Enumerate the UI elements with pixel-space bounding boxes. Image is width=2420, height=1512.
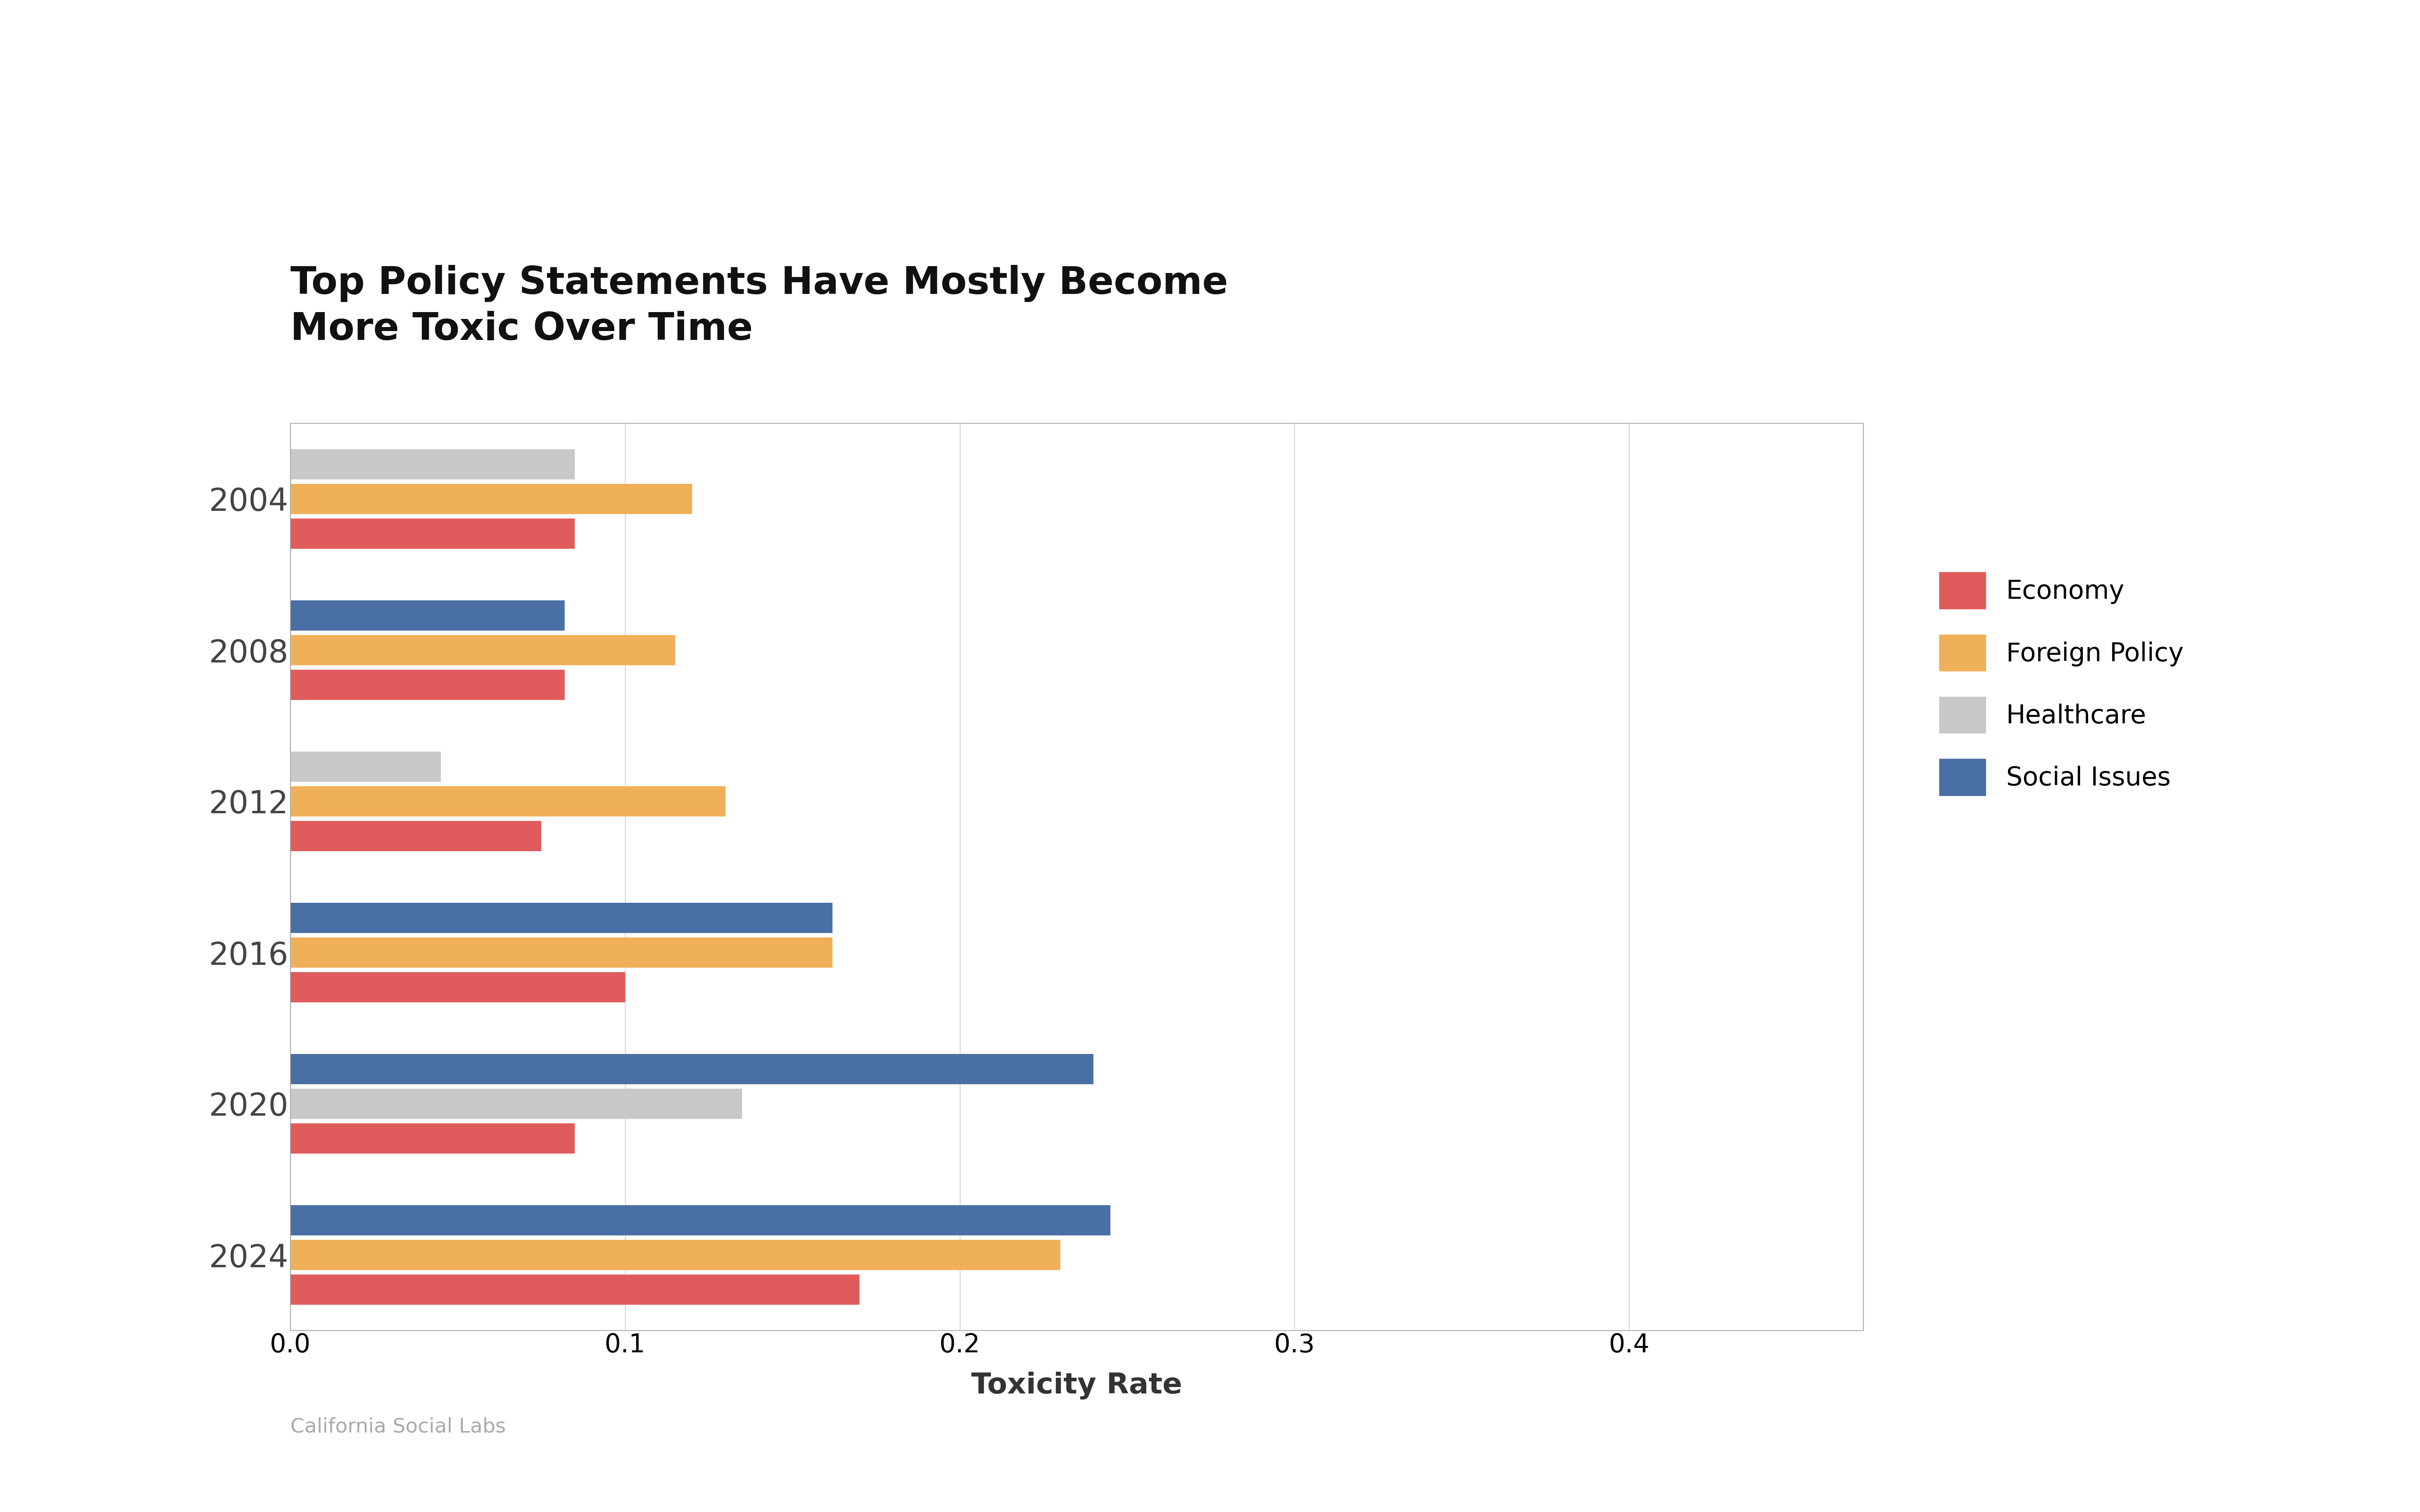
Bar bbox=[290, 670, 564, 700]
Bar bbox=[290, 600, 564, 631]
Legend: Economy, Foreign Policy, Healthcare, Social Issues: Economy, Foreign Policy, Healthcare, Soc… bbox=[1938, 573, 2183, 795]
Bar bbox=[290, 937, 832, 968]
Bar bbox=[290, 635, 675, 665]
Text: California Social Labs: California Social Labs bbox=[290, 1417, 506, 1436]
Bar bbox=[290, 821, 542, 851]
Text: Top Policy Statements Have Mostly Become
More Toxic Over Time: Top Policy Statements Have Mostly Become… bbox=[290, 265, 1227, 348]
Bar bbox=[290, 1089, 743, 1119]
Bar bbox=[290, 449, 576, 479]
Bar bbox=[290, 786, 726, 816]
Bar bbox=[290, 519, 576, 549]
X-axis label: Toxicity Rate: Toxicity Rate bbox=[970, 1371, 1183, 1399]
Bar bbox=[290, 1205, 1111, 1235]
Bar bbox=[290, 903, 832, 933]
Bar bbox=[290, 1240, 1060, 1270]
Bar bbox=[290, 1275, 859, 1305]
Bar bbox=[290, 1123, 576, 1154]
Bar bbox=[290, 1054, 1094, 1084]
Bar bbox=[290, 751, 440, 782]
Bar bbox=[290, 972, 624, 1002]
Bar bbox=[290, 484, 692, 514]
